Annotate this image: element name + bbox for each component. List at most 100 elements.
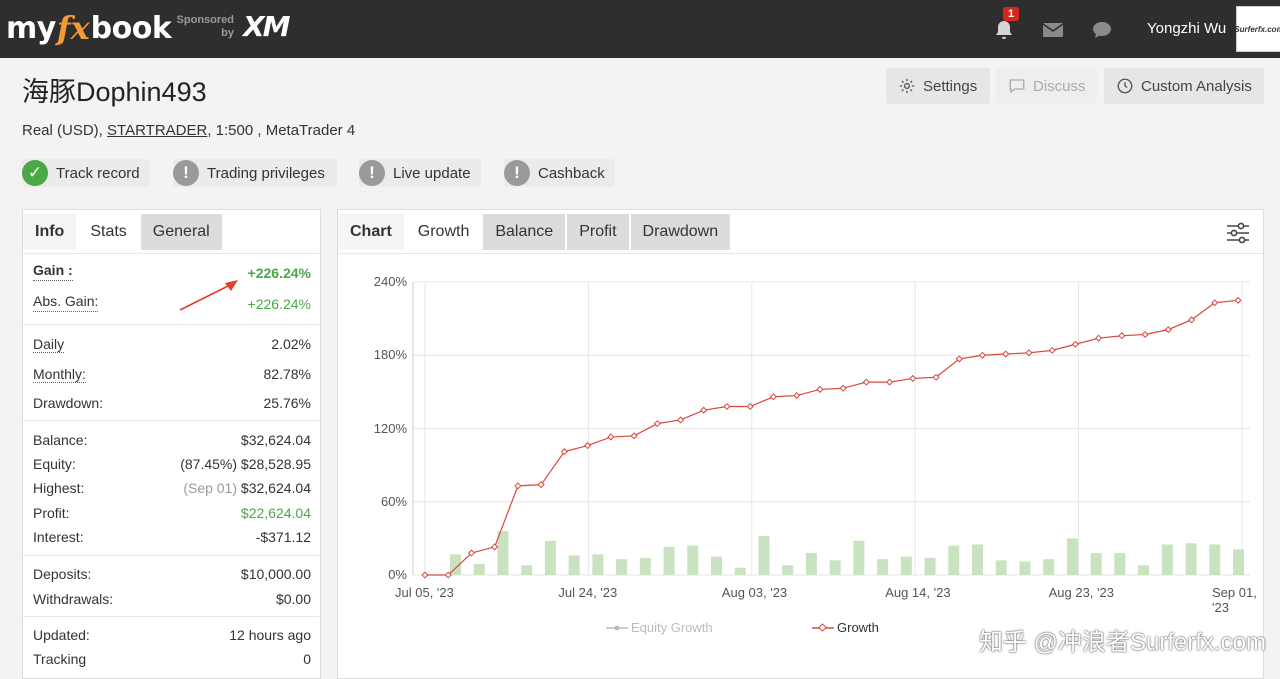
stat-deposits: Deposits: $10,000.00 [33,566,311,582]
badge-trading-privileges[interactable]: ! Trading privileges [173,159,337,187]
x-tick-label: Aug 14, '23 [885,585,951,600]
bar [758,535,770,575]
bar [853,540,865,575]
chat-icon[interactable] [1090,18,1114,42]
tab-balance[interactable]: Balance [483,214,566,250]
top-navbar: my fx book Sponsored by XM 1 Yongzhi Wu Su… [0,0,1280,58]
discuss-button[interactable]: Discuss [996,68,1097,104]
bar [497,531,509,575]
stat-highest: Highest: (Sep 01) $32,624.04 [33,480,311,496]
chart-panel: Chart Growth Balance Profit Drawdown Equ… [337,209,1264,679]
sponsored-label: Sponsored by [176,14,234,39]
tab-general[interactable]: General [140,214,222,250]
gear-icon [899,78,915,94]
growth-point [491,543,499,551]
stat-daily: Daily 2.02% [33,336,311,353]
growth-point [1211,299,1219,307]
envelope-icon[interactable] [1041,18,1065,42]
bar [1185,543,1197,575]
legend-marker-growth [812,622,834,632]
legend-marker-equity [606,625,628,630]
legend-equity-growth[interactable]: Equity Growth [606,620,713,635]
bar [521,565,533,575]
tab-info[interactable]: Info [23,214,77,250]
tab-growth[interactable]: Growth [405,214,482,250]
bell-icon[interactable] [992,18,1016,42]
growth-point [955,355,963,363]
growth-point [607,433,615,441]
bar [568,555,580,575]
bar [877,559,889,575]
growth-point [1095,334,1103,342]
y-tick-label: 0% [388,567,407,582]
stats-tabs: Info Stats General [23,214,224,252]
bar [639,557,651,575]
tab-chart[interactable]: Chart [338,214,404,250]
growth-point [421,571,429,579]
bar [711,556,722,575]
growth-point [560,448,568,456]
bar [900,556,912,575]
growth-point [862,378,870,386]
stat-interest: Interest: -$371.12 [33,529,311,545]
badge-track-record[interactable]: ✓ Track record [22,159,150,187]
badge-live-update[interactable]: ! Live update [359,159,481,187]
exclamation-icon: ! [173,160,199,186]
bar [948,545,960,575]
exclamation-icon: ! [359,160,385,186]
growth-point [1002,350,1010,358]
red-arrow-annotation [179,280,238,311]
custom-analysis-button[interactable]: Custom Analysis [1104,68,1264,104]
check-icon: ✓ [22,160,48,186]
badge-cashback[interactable]: ! Cashback [504,159,615,187]
tab-profit[interactable]: Profit [567,214,629,250]
growth-point [932,373,940,381]
growth-point [1118,332,1126,340]
tab-stats[interactable]: Stats [78,214,139,250]
growth-point [839,384,847,392]
exclamation-icon: ! [504,160,530,186]
bar [1043,559,1055,575]
stat-profit: Profit: $22,624.04 [33,505,311,521]
y-tick-label: 240% [373,274,407,289]
growth-point [700,406,708,414]
stat-monthly: Monthly: 82.78% [33,366,311,383]
bar [995,560,1007,575]
growth-point [769,393,777,401]
myfxbook-logo[interactable]: my fx book [6,9,172,47]
bar [450,554,461,575]
xm-logo[interactable]: XM [243,10,290,43]
bar [1161,544,1173,575]
username[interactable]: Yongzhi Wu [1147,20,1227,37]
account-info: Real (USD), STARTRADER, 1:500 , MetaTrad… [22,122,356,139]
legend-growth[interactable]: Growth [812,620,879,635]
x-tick-label: Aug 03, '23 [721,585,788,600]
chart-tabs: Chart Growth Balance Profit Drawdown [338,214,732,252]
bar [782,565,794,575]
stat-updated: Updated: 12 hours ago [33,627,311,643]
stat-equity: Equity: (87.45%) $28,528.95 [33,456,311,472]
bar [616,559,628,575]
watermark: 知乎 @冲浪者Surferfx.com [978,629,1266,656]
growth-point [584,442,592,450]
bar [1209,544,1221,575]
growth-point [676,416,685,424]
broker-link[interactable]: STARTRADER [107,122,208,139]
settings-button[interactable]: Settings [886,68,990,104]
growth-point [1048,346,1056,354]
growth-point [816,385,824,393]
sliders-icon[interactable] [1225,220,1251,246]
avatar[interactable]: Surferfx.com [1234,6,1280,52]
tab-drawdown[interactable]: Drawdown [630,214,731,250]
clock-icon [1117,78,1133,94]
growth-point [514,482,522,490]
stat-withdrawals: Withdrawals: $0.00 [33,591,311,607]
bar [1066,538,1078,575]
bar [1138,565,1150,575]
growth-point [1234,296,1242,304]
growth-point [537,481,545,489]
comment-icon [1009,79,1025,94]
bar [1114,553,1126,575]
growth-point [1025,349,1033,357]
growth-point [1188,316,1196,324]
